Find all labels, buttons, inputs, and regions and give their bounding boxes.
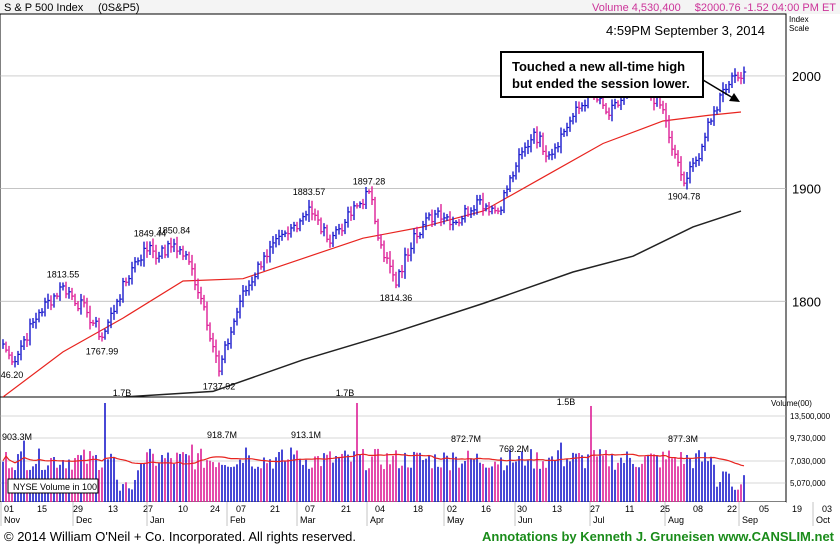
ma-200-line: [122, 210, 742, 397]
x-month-label: Sep: [742, 515, 758, 525]
volume-tick-label: 13,500,000: [790, 412, 831, 421]
index-scale-label: Index Scale: [789, 15, 810, 33]
x-tick-label: 07: [236, 504, 246, 514]
x-month-label: Feb: [230, 515, 246, 525]
price-label: 1849.44: [134, 228, 167, 238]
callout-arrow: [702, 79, 734, 99]
price-label: 1883.57: [293, 187, 326, 197]
index-symbol: (0S&P5): [98, 2, 140, 14]
volume-label: 913.1M: [291, 430, 321, 440]
price-label: 1850.84: [158, 226, 191, 236]
price-axis: 1800 1900 2000: [792, 69, 821, 309]
price-label: 1814.36: [380, 293, 413, 303]
x-month-label: Jul: [593, 515, 605, 525]
ma-200-path: [122, 210, 742, 397]
x-tick-label: 07: [305, 504, 315, 514]
x-tick-label: 21: [270, 504, 280, 514]
price-label: 1767.99: [86, 347, 119, 357]
volume-info: Volume 4,530,400: [592, 2, 681, 14]
callout-box: [500, 51, 704, 98]
x-month-label: Oct: [816, 515, 831, 525]
volume-label: 1.7B: [336, 388, 355, 398]
volume-axis: Volume(00) 5,070,000 7,030,000 9,730,000 13,…: [771, 399, 831, 488]
x-tick-label: 08: [693, 504, 703, 514]
x-tick-label: 10: [178, 504, 188, 514]
x-month-label: Jan: [150, 515, 165, 525]
x-tick-label: 15: [37, 504, 47, 514]
x-tick-label: 19: [792, 504, 802, 514]
x-month-label: Nov: [4, 515, 21, 525]
x-month-label: Dec: [76, 515, 93, 525]
x-tick-label: 27: [143, 504, 153, 514]
x-tick-label: 01: [4, 504, 14, 514]
volume-bars: [2, 403, 745, 502]
volume-legend-box: [7, 478, 99, 494]
x-month-label: Apr: [370, 515, 384, 525]
x-month-label: Aug: [668, 515, 684, 525]
x-axis: 01 15 29 13 27 10 24 07 21 07 21 04 18 02 16 30 13 27 11 25…: [0, 502, 832, 527]
volume-label: 872.7M: [451, 434, 481, 444]
callout-arrowhead: [729, 93, 740, 102]
price-label: 1813.55: [47, 269, 80, 279]
volume-label: 1.7B: [113, 388, 132, 398]
x-month-label: Jun: [518, 515, 533, 525]
price-label: 1746.20: [0, 370, 23, 380]
volume-label: 1.5B: [557, 397, 576, 407]
x-tick-label: 21: [341, 504, 351, 514]
ma-50-path: [2, 111, 742, 397]
volume-legend: NYSE Volume in 100: [13, 482, 97, 492]
price-label: 1897.28: [353, 176, 386, 186]
copyright-text: © 2014 William O'Neil + Co. Incorporated…: [4, 529, 357, 544]
x-tick-label: 24: [210, 504, 220, 514]
x-tick-label: 16: [481, 504, 491, 514]
x-month-label: Mar: [300, 515, 316, 525]
ma-50-line: [2, 111, 742, 397]
volume-tick-label: 7,030,000: [790, 457, 826, 466]
x-tick-label: 13: [108, 504, 118, 514]
volume-tick-label: 5,070,000: [790, 479, 826, 488]
price-label: 1737.92: [203, 382, 236, 392]
volume-annotations: 903.3M 1.7B 918.7M 913.1M 1.7B 872.7M 769.2M 1.…: [2, 388, 698, 454]
volume-ma-line: [2, 453, 745, 467]
volume-label: 903.3M: [2, 432, 32, 442]
volume-axis-label: Volume(00): [771, 399, 812, 408]
volume-ma-path: [2, 453, 745, 467]
x-tick-label: 29: [73, 504, 83, 514]
volume-label: 769.2M: [499, 444, 529, 454]
callout-line-1: Touched a new all-time high: [512, 59, 685, 74]
x-tick-label: 30: [517, 504, 527, 514]
x-tick-label: 13: [552, 504, 562, 514]
x-tick-label: 18: [413, 504, 423, 514]
footer: © 2014 William O'Neil + Co. Incorporated…: [0, 527, 840, 550]
x-tick-label: 05: [759, 504, 769, 514]
price-tick-label: 1900: [792, 182, 821, 197]
x-tick-label: 03: [822, 504, 832, 514]
x-month-label: May: [447, 515, 465, 525]
price-label: 1904.78: [668, 191, 701, 201]
price-info: $2000.76 -1.52 04:00 PM ET: [695, 2, 837, 14]
x-tick-label: 02: [447, 504, 457, 514]
index-name: S & P 500 Index: [4, 2, 84, 14]
volume-label: 877.3M: [668, 434, 698, 444]
price-tick-label: 1800: [792, 294, 821, 309]
chart-datetime: 4:59PM September 3, 2014: [606, 23, 765, 38]
callout-line-2: but ended the session lower.: [512, 76, 690, 91]
x-tick-label: 04: [375, 504, 385, 514]
annotation-credit: Annotations by Kenneth J. Gruneisen www.…: [482, 529, 834, 544]
x-tick-label: 27: [590, 504, 600, 514]
stock-chart: S & P 500 Index (0S&P5) Volume 4,530,400…: [0, 0, 840, 527]
x-tick-label: 11: [625, 504, 634, 514]
grid-lines: [0, 75, 786, 484]
x-tick-label: 22: [727, 504, 737, 514]
volume-tick-label: 9,730,000: [790, 434, 826, 443]
price-tick-label: 2000: [792, 69, 821, 84]
volume-label: 918.7M: [207, 430, 237, 440]
